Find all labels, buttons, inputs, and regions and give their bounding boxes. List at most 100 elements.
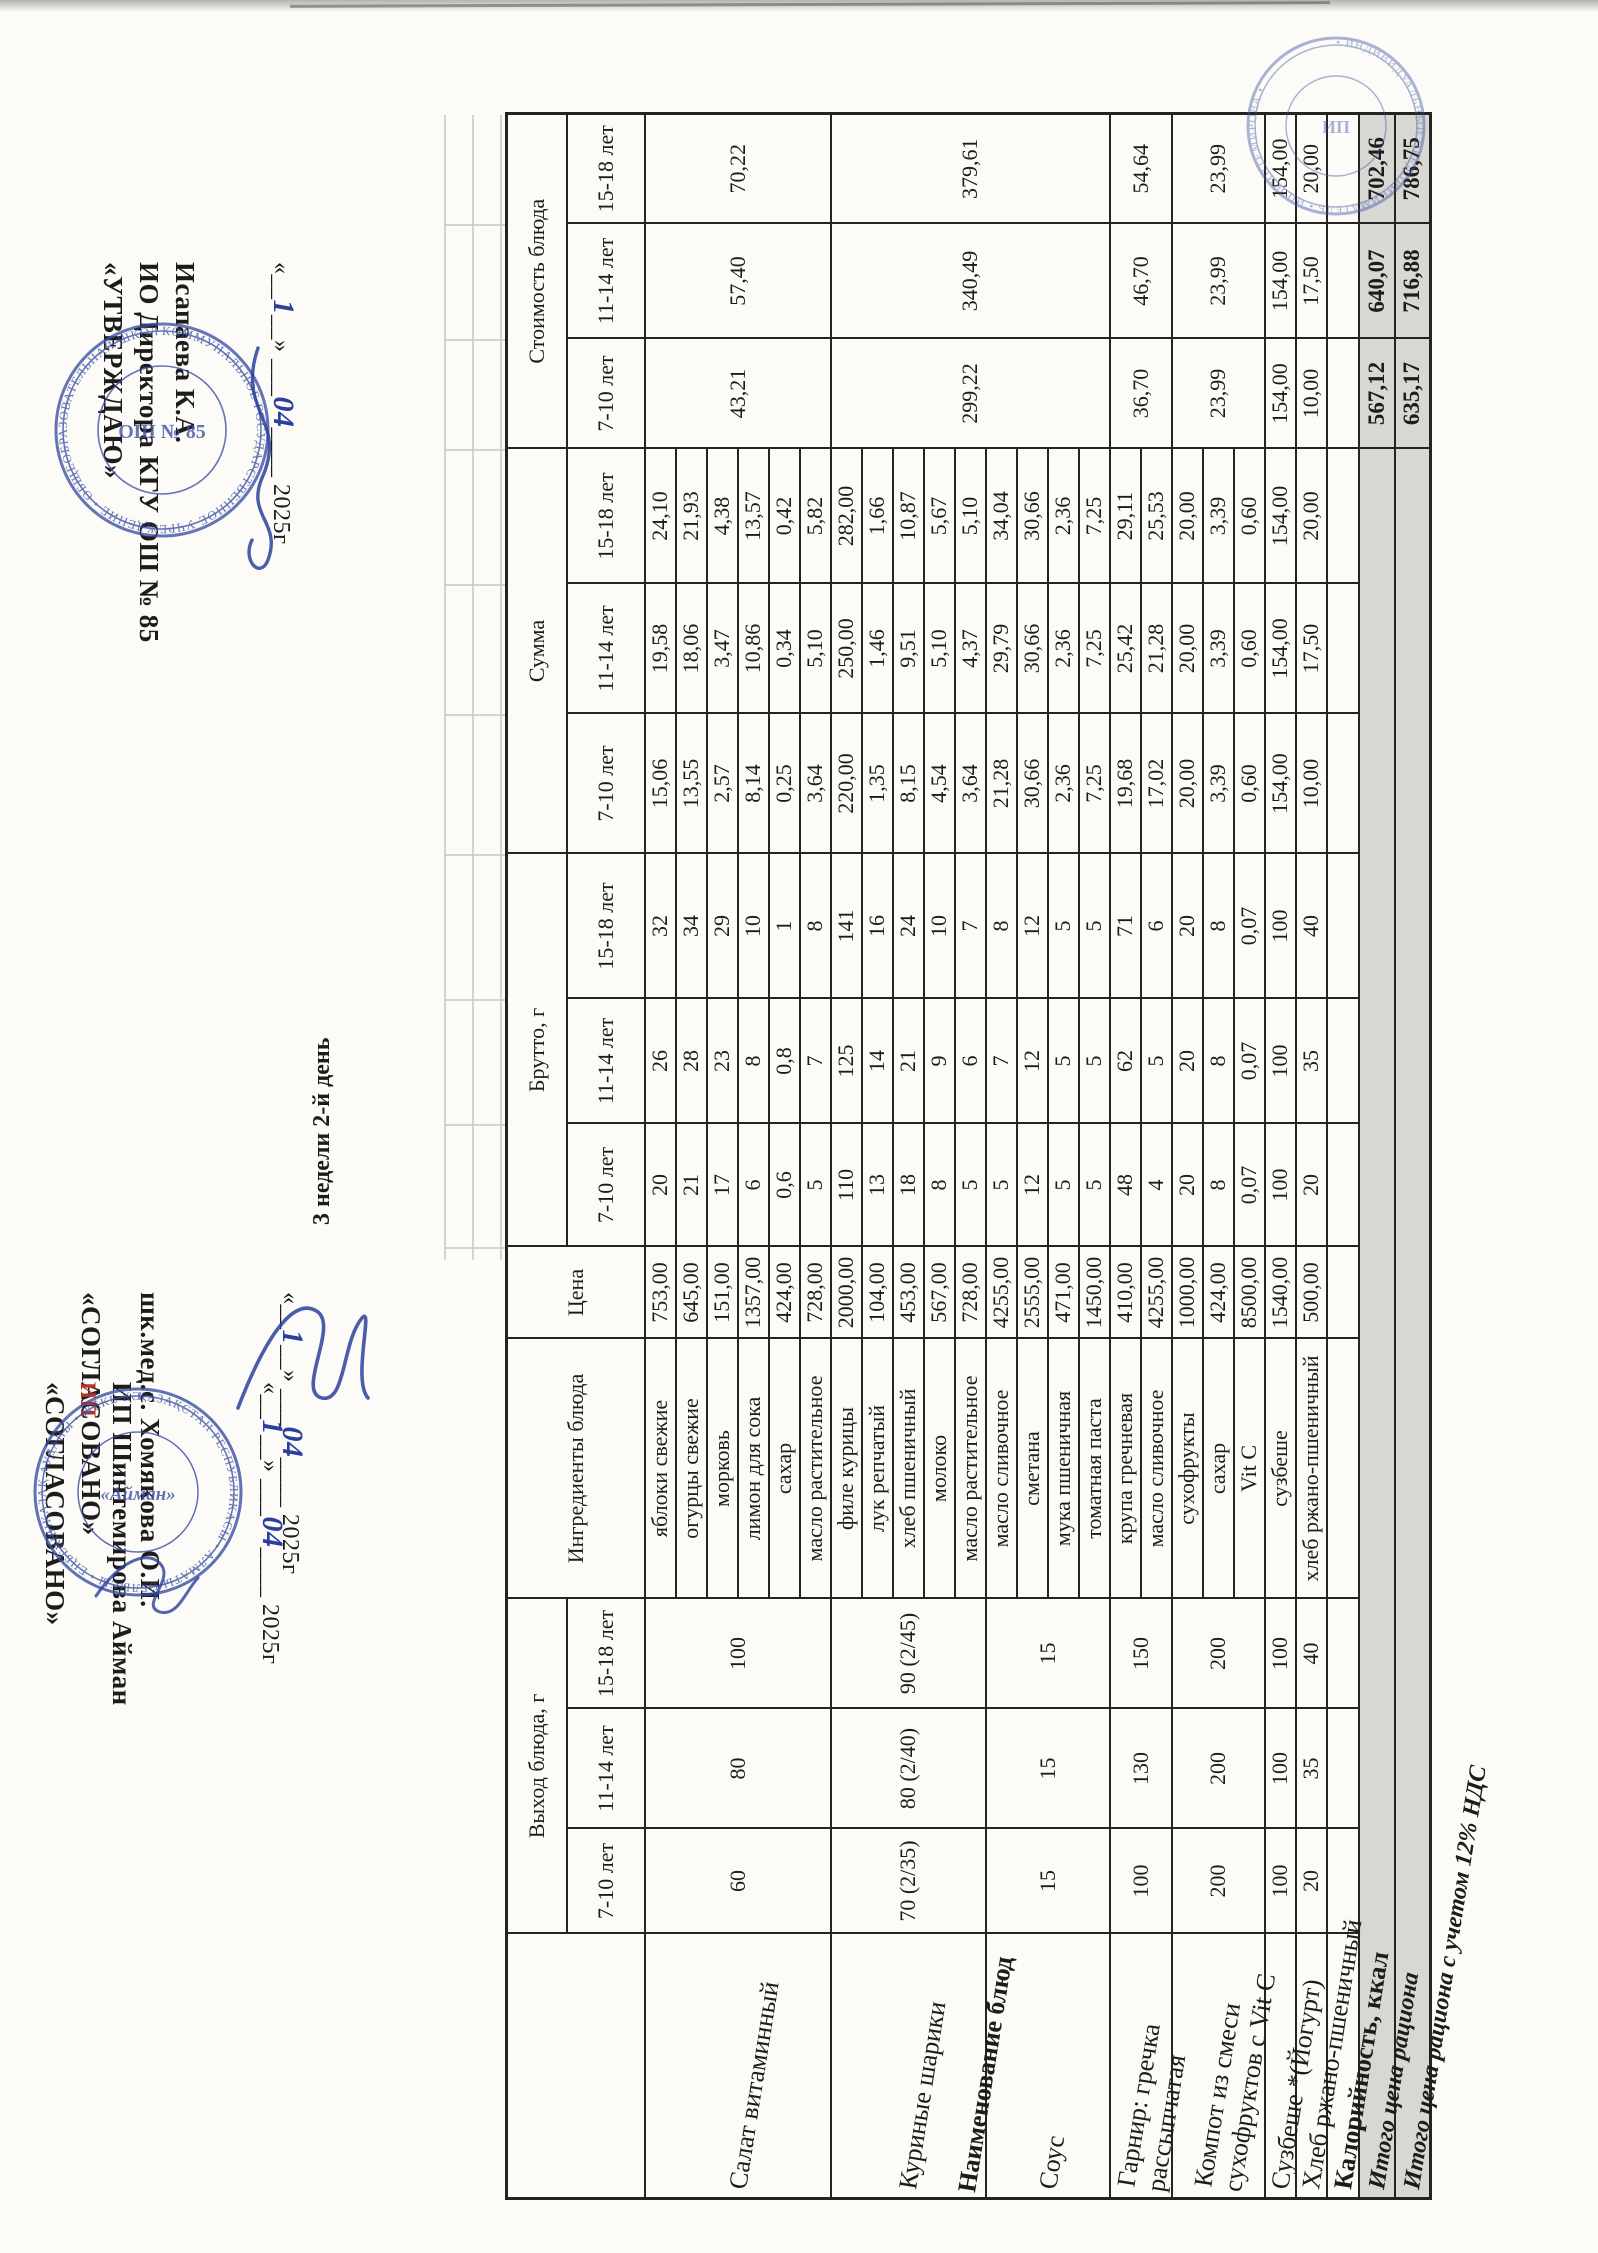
ingredient-name: сухофрукты bbox=[1171, 1338, 1203, 1599]
ingredient-price: 645,00 bbox=[675, 1246, 707, 1339]
brutto-value: 32 bbox=[644, 853, 676, 999]
brutto-value: 5 bbox=[985, 1123, 1017, 1247]
header-dish-name: Наименование блюд bbox=[506, 1933, 1018, 2199]
brutto-value: 21 bbox=[892, 998, 924, 1124]
approved-person: Исапаева К.А. bbox=[170, 262, 200, 444]
ingredient-price: 753,00 bbox=[644, 1246, 676, 1339]
dish-name-cell: Гарнир: гречка рассыпчатая bbox=[1109, 1933, 1191, 2199]
brutto-value: 100 bbox=[1264, 1123, 1296, 1247]
brutto-value: 5 bbox=[799, 1123, 831, 1247]
totals-label-cell: Итого цена рациона с учетом 12% НДС bbox=[1394, 448, 1492, 2199]
brutto-value: 8 bbox=[985, 853, 1017, 999]
summa-value: 30,66 bbox=[1016, 583, 1048, 714]
summa-value: 13,57 bbox=[737, 448, 769, 584]
summa-value: 21,93 bbox=[675, 448, 707, 584]
summa-value: 8,15 bbox=[892, 713, 924, 854]
summa-value: 5,10 bbox=[923, 583, 955, 714]
summa-value: 17,02 bbox=[1140, 713, 1172, 854]
brutto-value: 7 bbox=[985, 998, 1017, 1124]
ingredient-price: 728,00 bbox=[954, 1246, 986, 1339]
summa-value: 4,54 bbox=[923, 713, 955, 854]
summa-value: 19,68 bbox=[1109, 713, 1141, 854]
yield-value: 90 (2/45) bbox=[830, 1598, 986, 1709]
ingredient-price: 1357,00 bbox=[737, 1246, 769, 1339]
date-blank: __» ___ bbox=[268, 315, 294, 397]
totals-value: 702,46 bbox=[1358, 113, 1395, 224]
summa-value: 30,66 bbox=[1016, 713, 1048, 854]
brutto-value: 6 bbox=[1140, 853, 1172, 999]
totals-value: 635,17 bbox=[1394, 338, 1431, 449]
date-blank: «__ bbox=[277, 1292, 303, 1330]
ingredient-name: филе курицы bbox=[830, 1338, 862, 1599]
summa-value: 1,35 bbox=[861, 713, 893, 854]
date-year: ____ 2025г bbox=[268, 427, 294, 545]
empty-cell bbox=[1326, 998, 1359, 1124]
summa-value: 4,38 bbox=[706, 448, 738, 584]
brutto-value: 20 bbox=[1295, 1123, 1327, 1247]
header-age-15-18: 15-18 лет bbox=[566, 853, 645, 999]
yield-value: 70 (2/35) bbox=[830, 1828, 986, 1934]
summa-value: 154,00 bbox=[1264, 448, 1296, 584]
brutto-value: 7 bbox=[954, 853, 986, 999]
date-blank: «__ bbox=[268, 262, 294, 300]
summa-value: 3,64 bbox=[799, 713, 831, 854]
summa-value: 2,36 bbox=[1047, 713, 1079, 854]
summa-value: 2,57 bbox=[706, 713, 738, 854]
summa-value: 5,67 bbox=[923, 448, 955, 584]
empty-cell bbox=[1326, 1598, 1359, 1709]
brutto-value: 5 bbox=[1047, 998, 1079, 1124]
handwritten-day: 1 bbox=[256, 1419, 289, 1436]
empty-cell bbox=[1326, 113, 1359, 224]
totals-value: 716,88 bbox=[1394, 223, 1431, 339]
summa-value: 20,00 bbox=[1295, 448, 1327, 584]
ingredient-name: Vit C bbox=[1233, 1338, 1265, 1599]
summa-value: 4,37 bbox=[954, 583, 986, 714]
brutto-value: 0,8 bbox=[768, 998, 800, 1124]
yield-value: 20 bbox=[1295, 1828, 1327, 1934]
dish-cost-value: 20,00 bbox=[1295, 113, 1327, 224]
brutto-value: 141 bbox=[830, 853, 862, 999]
brutto-value: 14 bbox=[861, 998, 893, 1124]
dish-cost-value: 154,00 bbox=[1264, 223, 1296, 339]
brutto-value: 34 bbox=[675, 853, 707, 999]
dish-cost-value: 17,50 bbox=[1295, 223, 1327, 339]
empty-cell bbox=[1326, 448, 1359, 584]
ingredient-price: 104,00 bbox=[861, 1246, 893, 1339]
yield-value: 200 bbox=[1171, 1828, 1265, 1934]
yield-value: 100 bbox=[644, 1598, 831, 1709]
summa-value: 20,00 bbox=[1171, 448, 1203, 584]
ingredient-name: томатная паста bbox=[1078, 1338, 1110, 1599]
summa-value: 5,10 bbox=[799, 583, 831, 714]
summa-value: 30,66 bbox=[1016, 448, 1048, 584]
brutto-value: 12 bbox=[1016, 998, 1048, 1124]
header-yield: Выход блюда, г bbox=[506, 1598, 567, 1934]
ingredient-name: хлеб пшеничный bbox=[892, 1338, 924, 1599]
brutto-value: 6 bbox=[954, 998, 986, 1124]
summa-value: 29,79 bbox=[985, 583, 1017, 714]
ingredient-name: лимон для сока bbox=[737, 1338, 769, 1599]
approved-title: «УТВЕРЖДАЮ» bbox=[98, 262, 128, 480]
agreed-ip-person: ИП Шинтемирова Айман bbox=[107, 1382, 137, 1706]
ingredient-price: 471,00 bbox=[1047, 1246, 1079, 1339]
summa-value: 2,36 bbox=[1047, 583, 1079, 714]
yield-value: 150 bbox=[1109, 1598, 1172, 1709]
header-price: Цена bbox=[506, 1246, 645, 1339]
brutto-value: 10 bbox=[737, 853, 769, 999]
empty-cell bbox=[1326, 853, 1359, 999]
summa-value: 20,00 bbox=[1171, 583, 1203, 714]
brutto-value: 4 bbox=[1140, 1123, 1172, 1247]
dish-cost-value: 70,22 bbox=[644, 113, 831, 224]
ingredient-price: 4255,00 bbox=[1140, 1246, 1172, 1339]
ingredient-name: крупа гречневая bbox=[1109, 1338, 1141, 1599]
totals-value: 786,75 bbox=[1394, 113, 1431, 224]
dish-name-cell: Салат витаминный bbox=[644, 1933, 831, 2199]
summa-value: 3,64 bbox=[954, 713, 986, 854]
yield-value: 100 bbox=[1109, 1828, 1172, 1934]
summa-value: 0,60 bbox=[1233, 713, 1265, 854]
brutto-value: 8 bbox=[1202, 1123, 1234, 1247]
brutto-value: 12 bbox=[1016, 853, 1048, 999]
brutto-value: 13 bbox=[861, 1123, 893, 1247]
summa-value: 19,58 bbox=[644, 583, 676, 714]
yield-value: 100 bbox=[1264, 1828, 1296, 1934]
